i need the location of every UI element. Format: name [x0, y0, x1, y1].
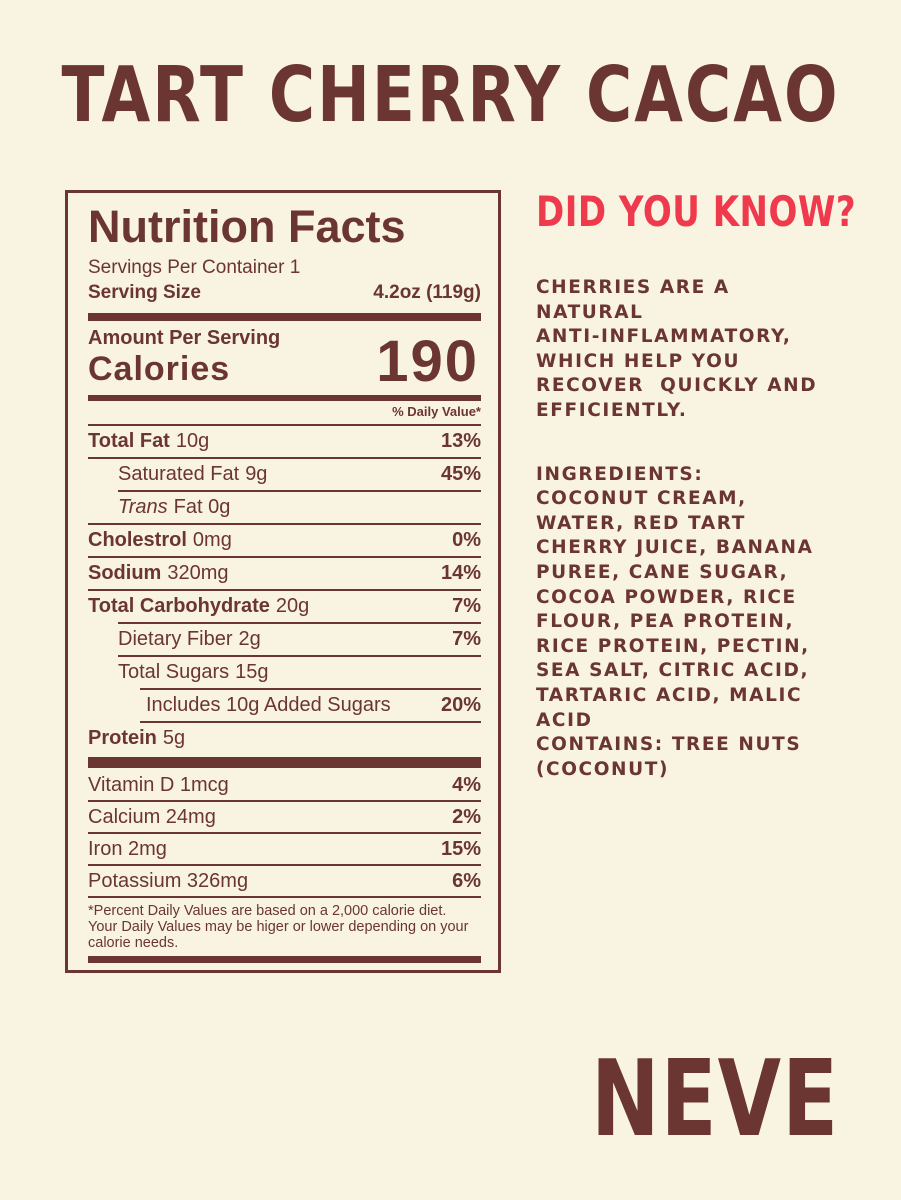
rule — [140, 721, 481, 724]
rule — [88, 523, 481, 526]
micronutrient-dv: 15% — [440, 837, 481, 860]
amount-per-serving-label: Amount Per Serving — [88, 327, 281, 350]
micronutrient-name: Calcium 24mg — [88, 805, 216, 828]
nutrient-row-trans-fat: Trans Fat 0g — [88, 492, 481, 523]
nutrient-row-dietary-fiber: Dietary Fiber 2g 7% — [88, 624, 481, 655]
nutrient-amount: 20g — [275, 595, 310, 618]
brand-logo: NEVE — [591, 1039, 840, 1161]
rule — [88, 832, 481, 835]
micronutrient-name: Iron 2mg — [88, 837, 167, 860]
micronutrient-row-potassium: Potassium 326mg 6% — [88, 866, 481, 896]
nutrient-row-cholesterol: Cholestrol 0mg 0% — [88, 525, 481, 556]
nutrient-amount: 2g — [238, 628, 261, 651]
micronutrient-dv: 6% — [452, 869, 481, 892]
nutrient-row-protein: Protein 5g — [88, 723, 481, 754]
daily-value-footnote: *Percent Daily Values are based on a 2,0… — [88, 903, 469, 951]
nutrient-dv: 14% — [440, 562, 481, 585]
nutrient-dv: 13% — [440, 430, 481, 453]
micronutrient-row-vitamin-d: Vitamin D 1mcg 4% — [88, 770, 481, 800]
rule — [88, 424, 481, 427]
divider-bar-bottom — [88, 956, 481, 964]
divider-bar-thick — [88, 313, 481, 322]
nutrient-row-total-fat: Total Fat 10g 13% — [88, 426, 481, 457]
nutrition-facts-box: Nutrition Facts Servings Per Container 1… — [65, 190, 501, 973]
did-you-know-heading: DID YOU KNOW? — [536, 188, 857, 238]
nutrient-name: Protein — [88, 727, 157, 750]
nutrient-row-saturated-fat: Saturated Fat 9g 45% — [88, 459, 481, 490]
nutrient-name: Saturated Fat — [118, 463, 240, 486]
rule — [88, 589, 481, 592]
calories-value: 190 — [376, 329, 479, 395]
nutrient-name: Trans — [118, 496, 168, 519]
did-you-know-body: CHERRIES ARE A NATURAL ANTI-INFLAMMATORY… — [536, 277, 818, 421]
rule — [88, 864, 481, 867]
calories-block: Amount Per Serving Calories 190 — [88, 327, 481, 395]
nutrient-name: Includes 10g Added Sugars — [146, 694, 391, 717]
nutrient-row-total-sugars: Total Sugars 15g — [88, 657, 481, 688]
calories-label: Calories — [88, 350, 231, 389]
micronutrient-name: Potassium 326mg — [88, 869, 249, 892]
nutrition-facts-title: Nutrition Facts — [88, 201, 406, 252]
nutrient-amount: 5g — [162, 727, 186, 750]
nutrient-dv: 45% — [440, 463, 481, 486]
right-column: DID YOU KNOW? CHERRIES ARE A NATURAL ANT… — [536, 188, 857, 782]
micronutrient-dv: 2% — [452, 805, 481, 828]
daily-value-header: % Daily Value* — [392, 404, 481, 420]
rule — [88, 800, 481, 803]
ingredients-text: INGREDIENTS: COCONUT CREAM, WATER, RED T… — [536, 463, 814, 780]
micronutrient-name: Vitamin D 1mcg — [88, 773, 229, 796]
nutrient-name: Dietary Fiber — [118, 628, 233, 651]
micronutrient-dv: 4% — [452, 773, 481, 796]
nutrient-amount: Fat 0g — [173, 496, 231, 519]
nutrient-amount: 9g — [245, 463, 268, 486]
divider-bar-medium — [88, 395, 481, 402]
nutrient-row-total-carbohydrate: Total Carbohydrate 20g 7% — [88, 591, 481, 622]
rule — [88, 556, 481, 559]
divider-bar-thick — [88, 757, 481, 769]
nutrient-name: Sodium — [88, 562, 162, 585]
nutrient-name: Total Fat — [88, 430, 170, 453]
serving-size-label: Serving Size — [88, 282, 201, 304]
nutrient-row-added-sugars: Includes 10g Added Sugars 20% — [88, 690, 481, 721]
nutrient-amount: 0mg — [192, 529, 232, 552]
nutrient-dv: 7% — [452, 628, 481, 651]
nutrient-amount: 10g — [175, 430, 210, 453]
rule — [118, 490, 481, 493]
nutrient-name: Total Sugars — [118, 661, 230, 684]
nutrient-name: Total Carbohydrate — [88, 595, 270, 618]
nutrient-amount: 320mg — [167, 562, 229, 585]
micronutrient-row-calcium: Calcium 24mg 2% — [88, 802, 481, 832]
rule — [88, 896, 481, 899]
nutrient-row-sodium: Sodium 320mg 14% — [88, 558, 481, 589]
serving-size-value: 4.2oz (119g) — [373, 282, 481, 304]
rule — [140, 688, 481, 691]
nutrient-dv: 20% — [440, 694, 481, 717]
nutrient-dv: 0% — [452, 529, 481, 552]
rule — [118, 655, 481, 658]
product-title: TART CHERRY CACAO — [61, 50, 840, 140]
servings-per-container: Servings Per Container 1 — [88, 256, 301, 278]
nutrient-dv: 7% — [452, 595, 481, 618]
rule — [118, 622, 481, 625]
nutrient-name: Cholestrol — [88, 529, 187, 552]
rule — [88, 457, 481, 460]
micronutrient-row-iron: Iron 2mg 15% — [88, 834, 481, 864]
serving-size-row: Serving Size 4.2oz (119g) — [88, 281, 481, 306]
nutrient-amount: 15g — [235, 661, 269, 684]
